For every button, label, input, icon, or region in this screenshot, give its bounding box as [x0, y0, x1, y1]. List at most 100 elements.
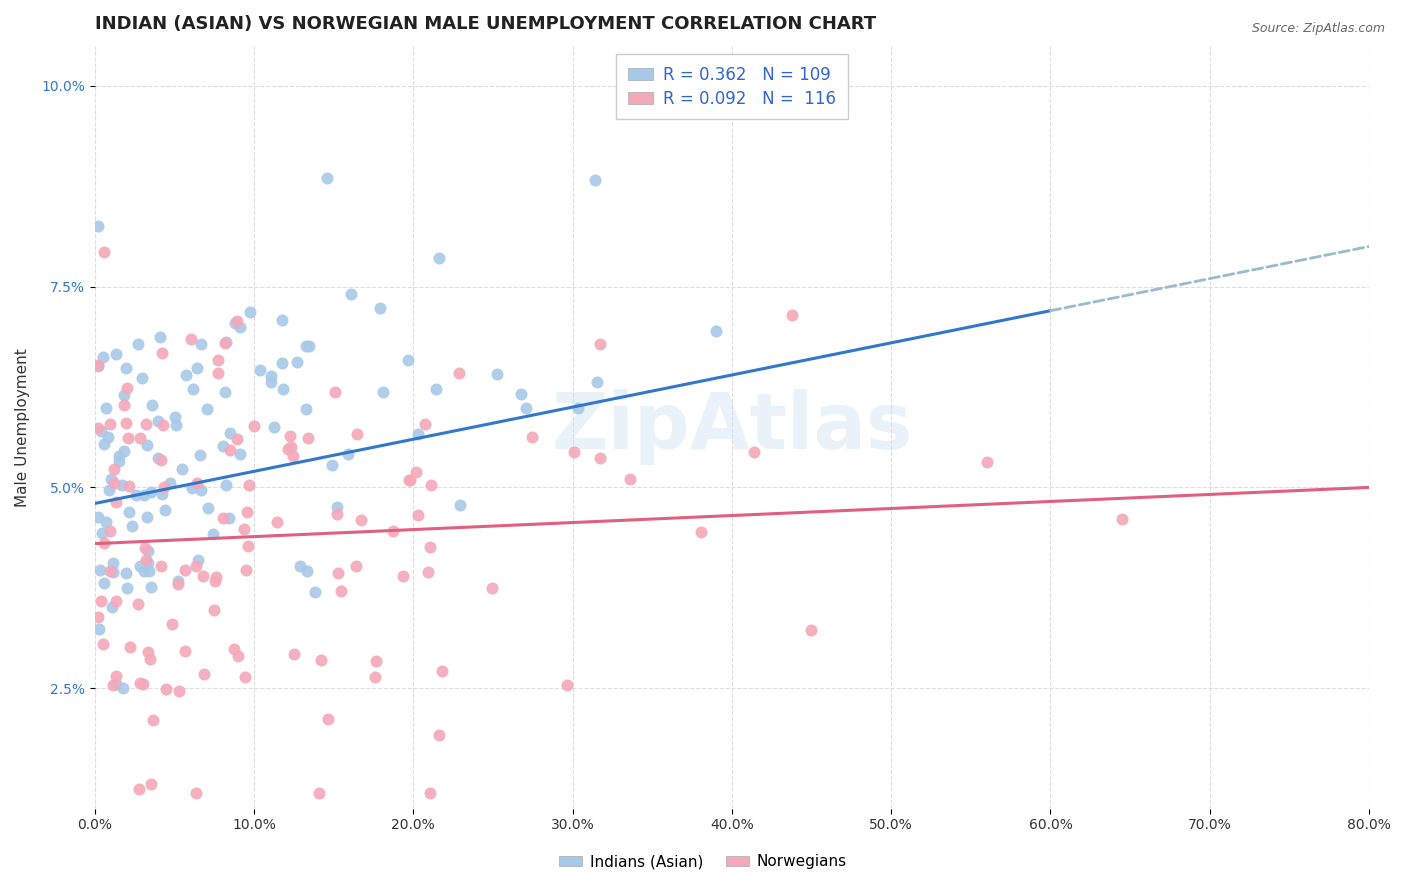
Point	[101, 566, 124, 580]
Point	[181, 481, 204, 495]
Point	[309, 652, 332, 666]
Point	[326, 500, 349, 514]
Point	[226, 648, 249, 663]
Point	[184, 786, 207, 800]
Point	[485, 368, 508, 382]
Point	[167, 684, 190, 698]
Point	[105, 677, 128, 691]
Point	[364, 654, 387, 668]
Point	[350, 513, 373, 527]
Point	[425, 382, 447, 396]
Point	[135, 553, 157, 567]
Point	[249, 363, 271, 377]
Point	[90, 594, 112, 608]
Point	[271, 356, 294, 370]
Point	[103, 476, 125, 491]
Point	[418, 566, 440, 580]
Point	[229, 447, 252, 461]
Point	[127, 597, 149, 611]
Point	[344, 559, 367, 574]
Point	[283, 647, 305, 661]
Point	[420, 478, 443, 492]
Point	[190, 337, 212, 351]
Point	[589, 451, 612, 466]
Point	[89, 622, 111, 636]
Point	[104, 494, 127, 508]
Point	[186, 475, 208, 490]
Point	[233, 670, 256, 684]
Point	[110, 478, 132, 492]
Point	[214, 335, 236, 350]
Point	[260, 369, 283, 384]
Point	[263, 419, 285, 434]
Point	[562, 444, 585, 458]
Point	[191, 569, 214, 583]
Point	[98, 483, 121, 497]
Point	[585, 173, 607, 187]
Point	[87, 510, 110, 524]
Point	[298, 338, 321, 352]
Point	[186, 361, 208, 376]
Point	[100, 564, 122, 578]
Point	[129, 431, 152, 445]
Point	[139, 652, 162, 666]
Point	[449, 367, 471, 381]
Point	[233, 522, 256, 536]
Point	[567, 401, 589, 415]
Point	[215, 477, 238, 491]
Point	[148, 450, 170, 465]
Point	[266, 515, 288, 529]
Point	[115, 381, 138, 395]
Point	[413, 417, 436, 431]
Point	[406, 427, 429, 442]
Point	[138, 564, 160, 578]
Point	[295, 339, 318, 353]
Point	[371, 384, 394, 399]
Point	[112, 681, 135, 696]
Point	[214, 384, 236, 399]
Point	[1111, 512, 1133, 526]
Point	[364, 670, 387, 684]
Point	[134, 564, 156, 578]
Point	[93, 244, 115, 259]
Point	[153, 480, 176, 494]
Point	[976, 455, 998, 469]
Point	[218, 511, 240, 525]
Point	[321, 458, 343, 472]
Point	[167, 577, 190, 591]
Point	[211, 510, 233, 524]
Point	[108, 449, 131, 463]
Point	[159, 476, 181, 491]
Point	[204, 603, 226, 617]
Point	[176, 368, 198, 382]
Point	[134, 541, 156, 555]
Point	[288, 559, 311, 574]
Point	[87, 420, 110, 434]
Point	[141, 777, 163, 791]
Point	[226, 314, 249, 328]
Point	[155, 682, 177, 697]
Point	[97, 430, 120, 444]
Point	[281, 449, 304, 463]
Point	[619, 472, 641, 486]
Point	[780, 308, 803, 322]
Point	[94, 401, 117, 415]
Point	[197, 501, 219, 516]
Point	[340, 287, 363, 301]
Point	[219, 425, 242, 440]
Point	[308, 786, 330, 800]
Point	[152, 417, 174, 432]
Point	[135, 438, 157, 452]
Point	[114, 398, 136, 412]
Point	[170, 462, 193, 476]
Point	[222, 642, 245, 657]
Point	[522, 430, 544, 444]
Point	[555, 678, 578, 692]
Point	[224, 316, 246, 330]
Point	[368, 301, 391, 315]
Point	[316, 171, 339, 186]
Point	[278, 428, 301, 442]
Point	[91, 350, 114, 364]
Point	[139, 485, 162, 500]
Point	[90, 526, 112, 541]
